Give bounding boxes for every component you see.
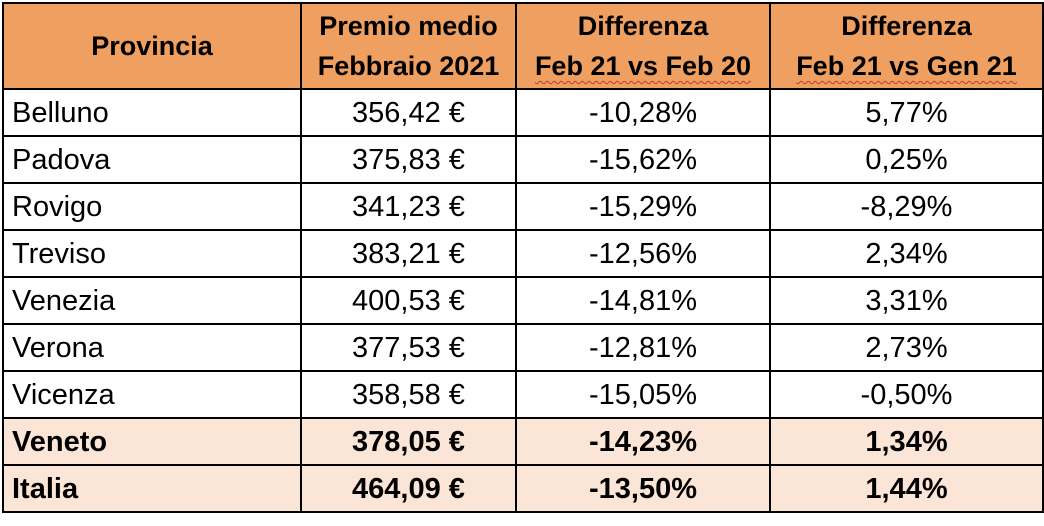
cell-diff-mese[interactable]: -8,29% — [769, 182, 1044, 231]
total-row-italia: Italia 464,09 € -13,50% 1,44% — [2, 464, 1044, 513]
cell-provincia[interactable]: Italia — [2, 464, 302, 513]
header-diff-mese[interactable]: Differenza Feb 21 vs Gen 21 — [769, 2, 1044, 90]
cell-provincia[interactable]: Treviso — [2, 229, 302, 278]
cell-provincia[interactable]: Verona — [2, 323, 302, 372]
cell-provincia[interactable]: Veneto — [2, 417, 302, 466]
header-provincia[interactable]: Provincia — [2, 2, 302, 90]
cell-diff-mese[interactable]: 5,77% — [769, 88, 1044, 137]
cell-diff-mese[interactable]: 3,31% — [769, 276, 1044, 325]
header-diff-mese-line1: Differenza — [841, 11, 972, 41]
total-row-veneto: Veneto 378,05 € -14,23% 1,34% — [2, 417, 1044, 466]
cell-provincia[interactable]: Rovigo — [2, 182, 302, 231]
header-premio-line1: Premio medio — [319, 11, 498, 41]
cell-diff-anno[interactable]: -13,50% — [515, 464, 771, 513]
cell-premio[interactable]: 341,23 € — [300, 182, 517, 231]
cell-premio[interactable]: 400,53 € — [300, 276, 517, 325]
cell-provincia[interactable]: Vicenza — [2, 370, 302, 419]
header-premio-line2: Febbraio 2021 — [317, 51, 500, 81]
cell-diff-mese[interactable]: -0,50% — [769, 370, 1044, 419]
cell-premio[interactable]: 375,83 € — [300, 135, 517, 184]
header-premio-medio[interactable]: Premio medio Febbraio 2021 — [300, 2, 517, 90]
cell-diff-mese[interactable]: 1,44% — [769, 464, 1044, 513]
cell-provincia[interactable]: Padova — [2, 135, 302, 184]
cell-diff-anno[interactable]: -14,81% — [515, 276, 771, 325]
cell-diff-anno[interactable]: -14,23% — [515, 417, 771, 466]
header-diff-anno-line1: Differenza — [577, 11, 709, 41]
table-row: Padova 375,83 € -15,62% 0,25% — [2, 135, 1044, 184]
cell-diff-mese[interactable]: 0,25% — [769, 135, 1044, 184]
table-row: Rovigo 341,23 € -15,29% -8,29% — [2, 182, 1044, 231]
header-diff-anno-line2: Feb 21 vs Feb 20 — [534, 51, 752, 81]
premium-table: Provincia Premio medio Febbraio 2021 Dif… — [2, 2, 1044, 513]
cell-diff-anno[interactable]: -15,29% — [515, 182, 771, 231]
cell-diff-anno[interactable]: -10,28% — [515, 88, 771, 137]
cell-premio[interactable]: 464,09 € — [300, 464, 517, 513]
header-diff-mese-line2: Feb 21 vs Gen 21 — [796, 51, 1017, 81]
cell-premio[interactable]: 383,21 € — [300, 229, 517, 278]
header-provincia-label: Provincia — [91, 31, 213, 61]
cell-premio[interactable]: 377,53 € — [300, 323, 517, 372]
cell-diff-anno[interactable]: -15,05% — [515, 370, 771, 419]
cell-diff-anno[interactable]: -15,62% — [515, 135, 771, 184]
table-row: Treviso 383,21 € -12,56% 2,34% — [2, 229, 1044, 278]
cell-provincia[interactable]: Belluno — [2, 88, 302, 137]
cell-provincia[interactable]: Venezia — [2, 276, 302, 325]
header-diff-anno[interactable]: Differenza Feb 21 vs Feb 20 — [515, 2, 771, 90]
cell-diff-anno[interactable]: -12,81% — [515, 323, 771, 372]
table-row: Venezia 400,53 € -14,81% 3,31% — [2, 276, 1044, 325]
cell-premio[interactable]: 356,42 € — [300, 88, 517, 137]
table-row: Belluno 356,42 € -10,28% 5,77% — [2, 88, 1044, 137]
cell-diff-mese[interactable]: 1,34% — [769, 417, 1044, 466]
table-row: Vicenza 358,58 € -15,05% -0,50% — [2, 370, 1044, 419]
cell-premio[interactable]: 358,58 € — [300, 370, 517, 419]
cell-premio[interactable]: 378,05 € — [300, 417, 517, 466]
header-row: Provincia Premio medio Febbraio 2021 Dif… — [2, 2, 1044, 90]
table-row: Verona 377,53 € -12,81% 2,73% — [2, 323, 1044, 372]
cell-diff-mese[interactable]: 2,73% — [769, 323, 1044, 372]
cell-diff-anno[interactable]: -12,56% — [515, 229, 771, 278]
cell-diff-mese[interactable]: 2,34% — [769, 229, 1044, 278]
